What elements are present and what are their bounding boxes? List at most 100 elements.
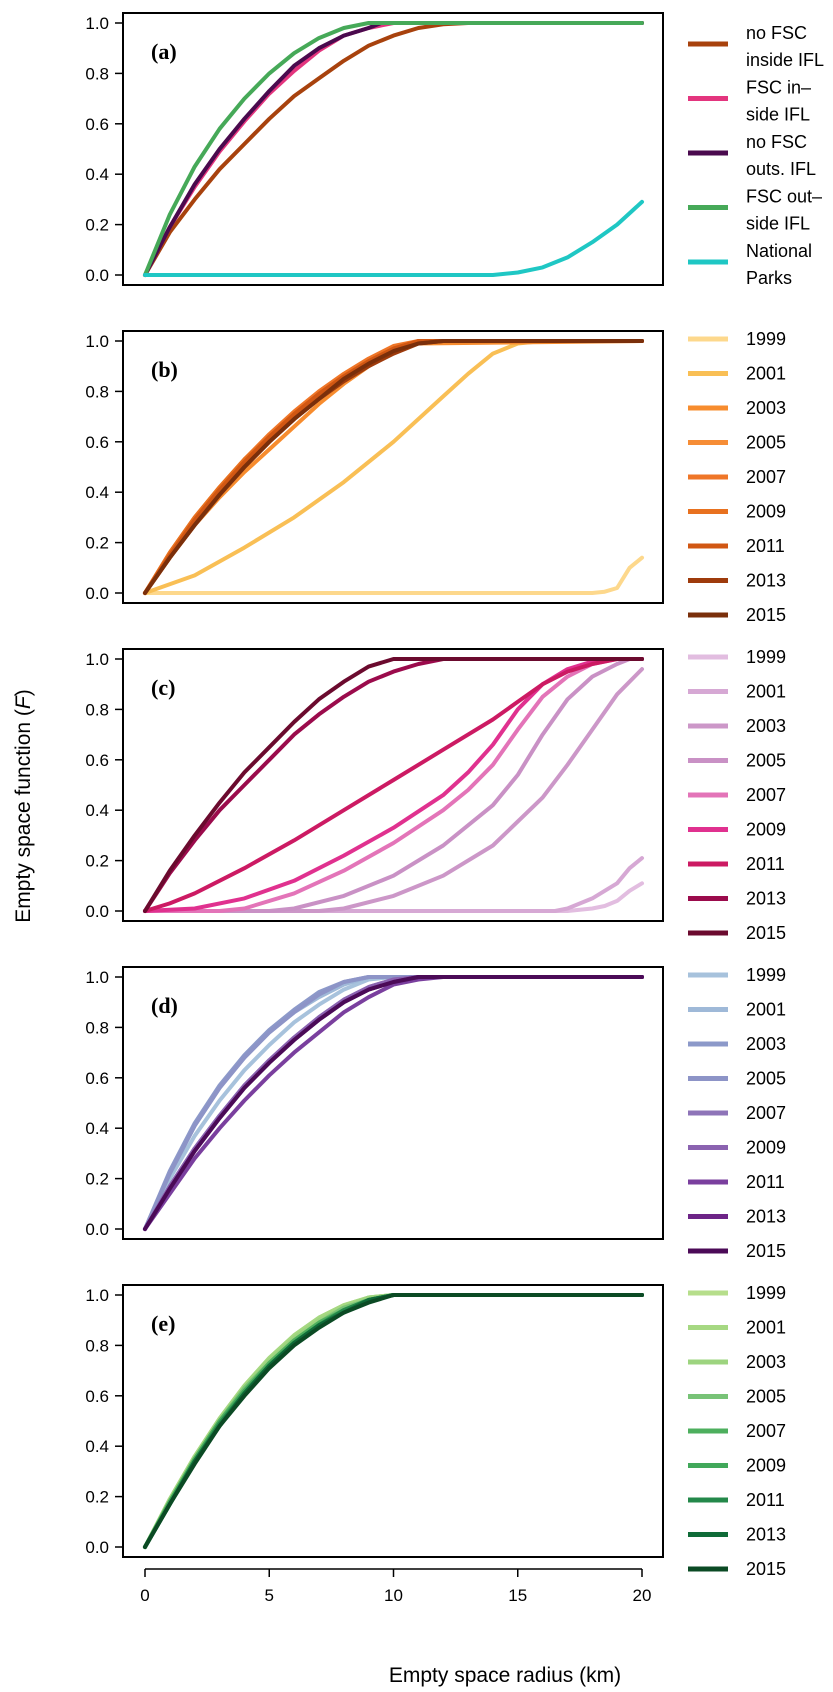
legend-label: 2009: [746, 502, 786, 522]
y-tick-label: 0.2: [85, 852, 109, 871]
series-line: [143, 199, 644, 277]
legend: no FSC inside IFL FSC in– side IFL no FSC out…: [688, 23, 824, 288]
legend-label: 2001: [746, 1000, 786, 1020]
legend-label: 2003: [746, 1034, 786, 1054]
x-tick-label: 10: [384, 1586, 403, 1605]
x-tick-label: 5: [265, 1586, 274, 1605]
y-tick-label: 0.0: [85, 266, 109, 285]
legend-label: 2013: [746, 1207, 786, 1227]
x-tick-label: 0: [140, 1586, 149, 1605]
legend-label: 2011: [746, 1490, 785, 1510]
legend-label: 2001: [746, 364, 786, 384]
y-tick-label: 0.2: [85, 1488, 109, 1507]
legend-label: 2011: [746, 854, 785, 874]
legend-label: 2003: [746, 716, 786, 736]
y-tick-label: 0.0: [85, 584, 109, 603]
series-line: [143, 21, 644, 277]
legend: 1999 2001 2003 2005 2007 2009 2011 2013 2015: [688, 647, 786, 943]
y-tick-label: 1.0: [85, 650, 109, 669]
panel-a: 0.0 0.2 0.4 0.6 0.8 1.0 (a) no FSC inside IFL FSC…: [85, 12, 824, 288]
y-tick-label: 0.6: [85, 1069, 109, 1088]
legend-label: National: [746, 241, 812, 261]
panel-label: (c): [151, 675, 175, 700]
legend-label: 2013: [746, 1525, 786, 1545]
y-tick-label: 0.6: [85, 115, 109, 134]
legend-label: 2003: [746, 1352, 786, 1372]
y-tick-label: 0.2: [85, 534, 109, 553]
panel-b: 0.0 0.2 0.4 0.6 0.8 1.0 (b) 1999 2001 2003 2005 200…: [85, 329, 786, 625]
series-line: [143, 975, 644, 1231]
legend-label: outs. IFL: [746, 159, 816, 179]
panel-d: 0.0 0.2 0.4 0.6 0.8 1.0 (d) 1999 2001 2003 2005 200…: [85, 965, 786, 1261]
legend-label: 2007: [746, 467, 786, 487]
series-line: [143, 657, 644, 913]
legend-label: no FSC: [746, 132, 807, 152]
plot-frame: [122, 1284, 664, 1558]
series-line: [143, 657, 644, 913]
y-tick-label: 0.8: [85, 1336, 109, 1355]
y-tick-label: 1.0: [85, 332, 109, 351]
y-tick-label: 1.0: [85, 14, 109, 33]
series-line: [143, 657, 644, 913]
legend-label: 2005: [746, 1387, 786, 1407]
legend-label: 1999: [746, 647, 786, 667]
series-line: [143, 339, 644, 595]
panel-label: (a): [151, 39, 177, 64]
series-line: [143, 856, 644, 913]
legend-label: 2011: [746, 536, 785, 556]
legend-label: 2005: [746, 751, 786, 771]
y-tick-label: 0.2: [85, 1170, 109, 1189]
y-tick-label: 1.0: [85, 968, 109, 987]
legend-label: 2011: [746, 1172, 785, 1192]
series-line: [143, 975, 644, 1231]
legend-label: 2013: [746, 889, 786, 909]
legend-label: 2009: [746, 1138, 786, 1158]
legend-label: 2005: [746, 1069, 786, 1089]
legend-label: 2003: [746, 398, 786, 418]
plot-frame: [122, 966, 664, 1240]
legend-label: 2009: [746, 820, 786, 840]
y-tick-label: 0.6: [85, 751, 109, 770]
legend-label: 1999: [746, 1283, 786, 1303]
legend-label: inside IFL: [746, 50, 824, 70]
legend-label: FSC out–: [746, 187, 822, 207]
y-tick-label: 0.4: [85, 165, 109, 184]
legend-label: 2015: [746, 1559, 786, 1579]
legend-label: 1999: [746, 965, 786, 985]
y-tick-label: 1.0: [85, 1286, 109, 1305]
series-line: [143, 339, 644, 595]
legend-label: 2007: [746, 1103, 786, 1123]
legend-label: 1999: [746, 329, 786, 349]
series-line: [143, 975, 644, 1231]
y-tick-label: 0.2: [85, 216, 109, 235]
legend-label: 2007: [746, 785, 786, 805]
y-tick-label: 0.4: [85, 801, 109, 820]
y-tick-label: 0.6: [85, 433, 109, 452]
x-axis: 0 5 10 15 20: [140, 1568, 652, 1605]
legend-label: FSC in–: [746, 78, 811, 98]
x-axis-label: Empty space radius (km): [389, 1664, 621, 1687]
y-tick-label: 0.8: [85, 1018, 109, 1037]
series-line: [143, 657, 644, 913]
legend-label: side IFL: [746, 214, 810, 234]
legend: 1999 2001 2003 2005 2007 2009 2011 2013 2015: [688, 329, 786, 625]
series-line: [143, 657, 644, 913]
y-tick-label: 0.0: [85, 902, 109, 921]
y-tick-label: 0.0: [85, 1538, 109, 1557]
y-tick-label: 0.6: [85, 1387, 109, 1406]
legend-label: 2015: [746, 923, 786, 943]
legend-label: 2005: [746, 433, 786, 453]
series-line: [143, 975, 644, 1231]
series-line: [143, 1293, 644, 1549]
panel-e: 0.0 0.2 0.4 0.6 0.8 1.0 (e) 1999 2001 2003 2005 200…: [85, 1283, 786, 1579]
panel-label: (d): [151, 993, 178, 1018]
series-line: [143, 667, 644, 913]
legend-label: side IFL: [746, 105, 810, 125]
y-tick-label: 0.8: [85, 700, 109, 719]
legend-label: 2013: [746, 571, 786, 591]
x-tick-label: 20: [633, 1586, 652, 1605]
plot-frame: [122, 330, 664, 604]
legend-label: 2001: [746, 1318, 786, 1338]
series-line: [143, 555, 644, 595]
